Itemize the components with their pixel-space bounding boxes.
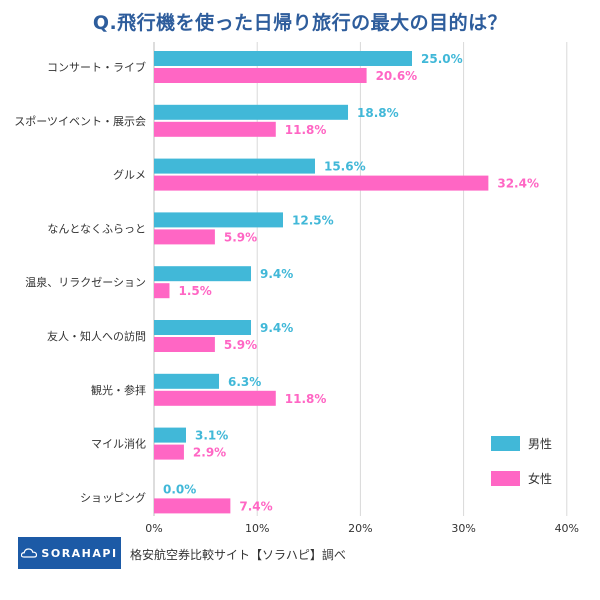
data-label: 18.8% — [357, 106, 399, 120]
x-tick-label: 30% — [451, 522, 475, 535]
category-label: ショッピング — [80, 490, 146, 504]
bar-male — [154, 373, 220, 389]
data-label: 2.9% — [193, 446, 226, 460]
cloud-icon — [21, 548, 38, 558]
data-label: 9.4% — [260, 267, 293, 281]
category-label: 観光・参拝 — [91, 383, 146, 397]
data-label: 7.4% — [239, 499, 272, 513]
bar-male — [154, 266, 252, 282]
bar-female — [154, 229, 215, 245]
category-label: マイル消化 — [91, 437, 146, 451]
data-label: 11.8% — [285, 392, 327, 406]
legend-label: 男性 — [528, 437, 552, 451]
x-tick-label: 40% — [555, 522, 579, 535]
data-label: 1.5% — [178, 284, 211, 298]
x-tick-label: 0% — [145, 522, 162, 535]
bar-male — [154, 104, 349, 120]
x-tick-label: 20% — [348, 522, 372, 535]
bars — [154, 51, 489, 514]
data-label: 15.6% — [324, 160, 366, 174]
category-label: コンサート・ライブ — [47, 60, 146, 74]
data-label: 20.6% — [376, 69, 418, 83]
chart-title: Q.飛行機を使った日帰り旅行の最大の目的は？ — [92, 12, 508, 34]
bar-female — [154, 283, 170, 299]
bar-male — [154, 51, 412, 66]
data-label: 11.8% — [285, 123, 327, 137]
source-credit: 格安航空券比較サイト【ソラハピ】調べ — [130, 548, 346, 562]
bar-female — [154, 68, 367, 83]
bar-male — [154, 212, 283, 228]
labels: 0% 10% 20% 30% 40% コンサート・ライブ 25.0%20.6% スポーツイベン… — [14, 52, 579, 535]
data-label: 25.0% — [421, 52, 463, 66]
x-tick-label: 10% — [245, 522, 269, 535]
category-label: 温泉、リラクゼーション — [25, 275, 146, 289]
bar-male — [154, 427, 186, 443]
data-label: 9.4% — [260, 321, 293, 335]
data-label: 6.3% — [228, 375, 261, 389]
bar-female — [154, 337, 215, 352]
bar-male — [154, 320, 252, 335]
sorahapi-logo[interactable]: SORAHAPI — [18, 537, 121, 569]
legend-swatch — [491, 471, 520, 486]
logo-text: SORAHAPI — [41, 546, 118, 560]
category-label: なんとなくふらっと — [47, 222, 146, 235]
bar-female — [154, 175, 489, 191]
legend-label: 女性 — [528, 471, 552, 486]
category-label: スポーツイベント・展示会 — [14, 115, 146, 128]
bar-male — [154, 158, 315, 174]
legend-swatch — [491, 436, 520, 451]
bar-female — [154, 121, 276, 137]
data-label: 3.1% — [195, 429, 228, 443]
category-label: グルメ — [113, 168, 146, 182]
footer: SORAHAPI 格安航空券比較サイト【ソラハピ】調べ — [18, 537, 588, 571]
bar-female — [154, 390, 276, 406]
bar-female — [154, 444, 184, 460]
data-label: 32.4% — [497, 177, 539, 191]
data-label: 5.9% — [224, 230, 257, 244]
data-label: 12.5% — [292, 213, 334, 227]
bar-female — [154, 498, 231, 514]
category-label: 友人・知人への訪問 — [47, 329, 146, 343]
data-label: 5.9% — [224, 338, 257, 352]
data-label: 0.0% — [163, 482, 196, 496]
